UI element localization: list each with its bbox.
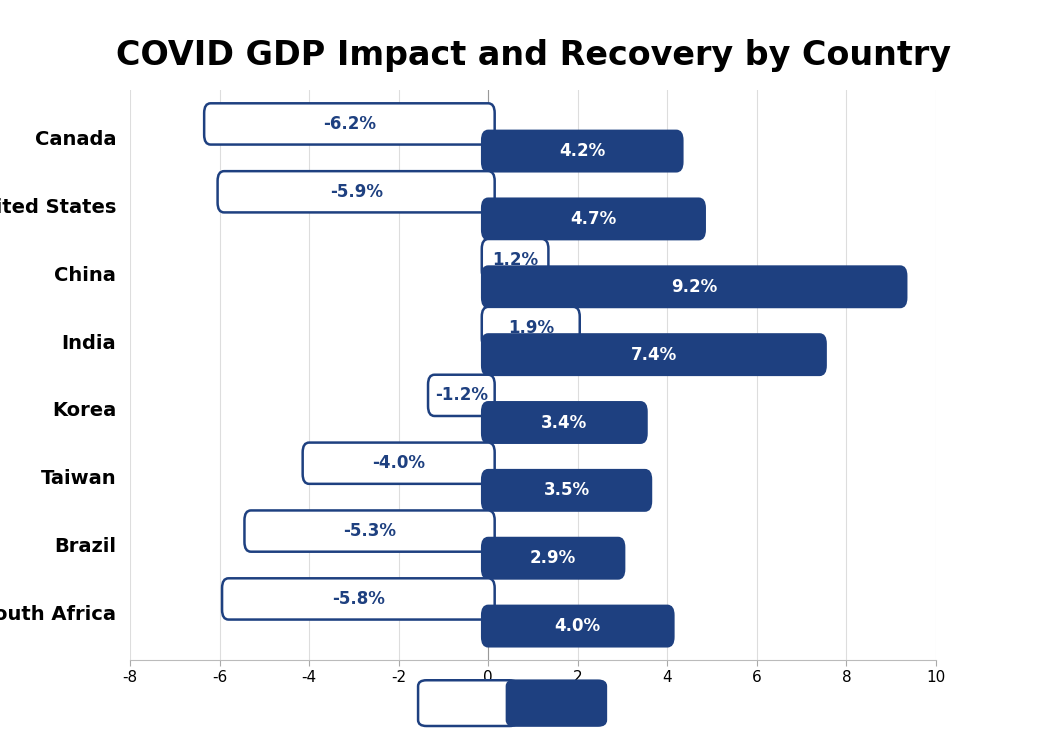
FancyBboxPatch shape [223,578,495,620]
FancyBboxPatch shape [482,130,682,172]
Text: 2020: 2020 [443,694,493,712]
Text: 2021: 2021 [531,694,581,712]
FancyBboxPatch shape [482,334,826,375]
Text: 1.9%: 1.9% [508,319,554,337]
FancyBboxPatch shape [482,239,548,280]
FancyBboxPatch shape [482,307,579,348]
FancyBboxPatch shape [217,171,495,212]
Text: -5.3%: -5.3% [343,522,396,540]
Text: 2.9%: 2.9% [530,549,576,567]
Text: -5.9%: -5.9% [330,183,383,201]
Text: -6.2%: -6.2% [322,115,375,133]
Title: COVID GDP Impact and Recovery by Country: COVID GDP Impact and Recovery by Country [115,39,951,72]
Text: 4.7%: 4.7% [570,210,617,228]
Text: 3.4%: 3.4% [541,413,588,431]
Text: -1.2%: -1.2% [435,386,488,404]
Text: 4.0%: 4.0% [554,617,601,635]
FancyBboxPatch shape [428,375,495,416]
Text: 3.5%: 3.5% [544,482,590,500]
FancyBboxPatch shape [204,104,495,145]
Text: 1.2%: 1.2% [492,251,538,268]
Text: 4.2%: 4.2% [560,142,605,160]
FancyBboxPatch shape [244,511,495,552]
FancyBboxPatch shape [482,538,625,579]
Text: -4.0%: -4.0% [372,454,425,472]
FancyBboxPatch shape [482,198,705,239]
FancyBboxPatch shape [482,402,647,443]
FancyBboxPatch shape [482,266,907,308]
Text: -5.8%: -5.8% [332,590,385,608]
FancyBboxPatch shape [482,605,674,646]
Text: 9.2%: 9.2% [671,278,718,296]
FancyBboxPatch shape [303,442,495,484]
FancyBboxPatch shape [482,470,651,511]
Text: 7.4%: 7.4% [631,346,677,364]
